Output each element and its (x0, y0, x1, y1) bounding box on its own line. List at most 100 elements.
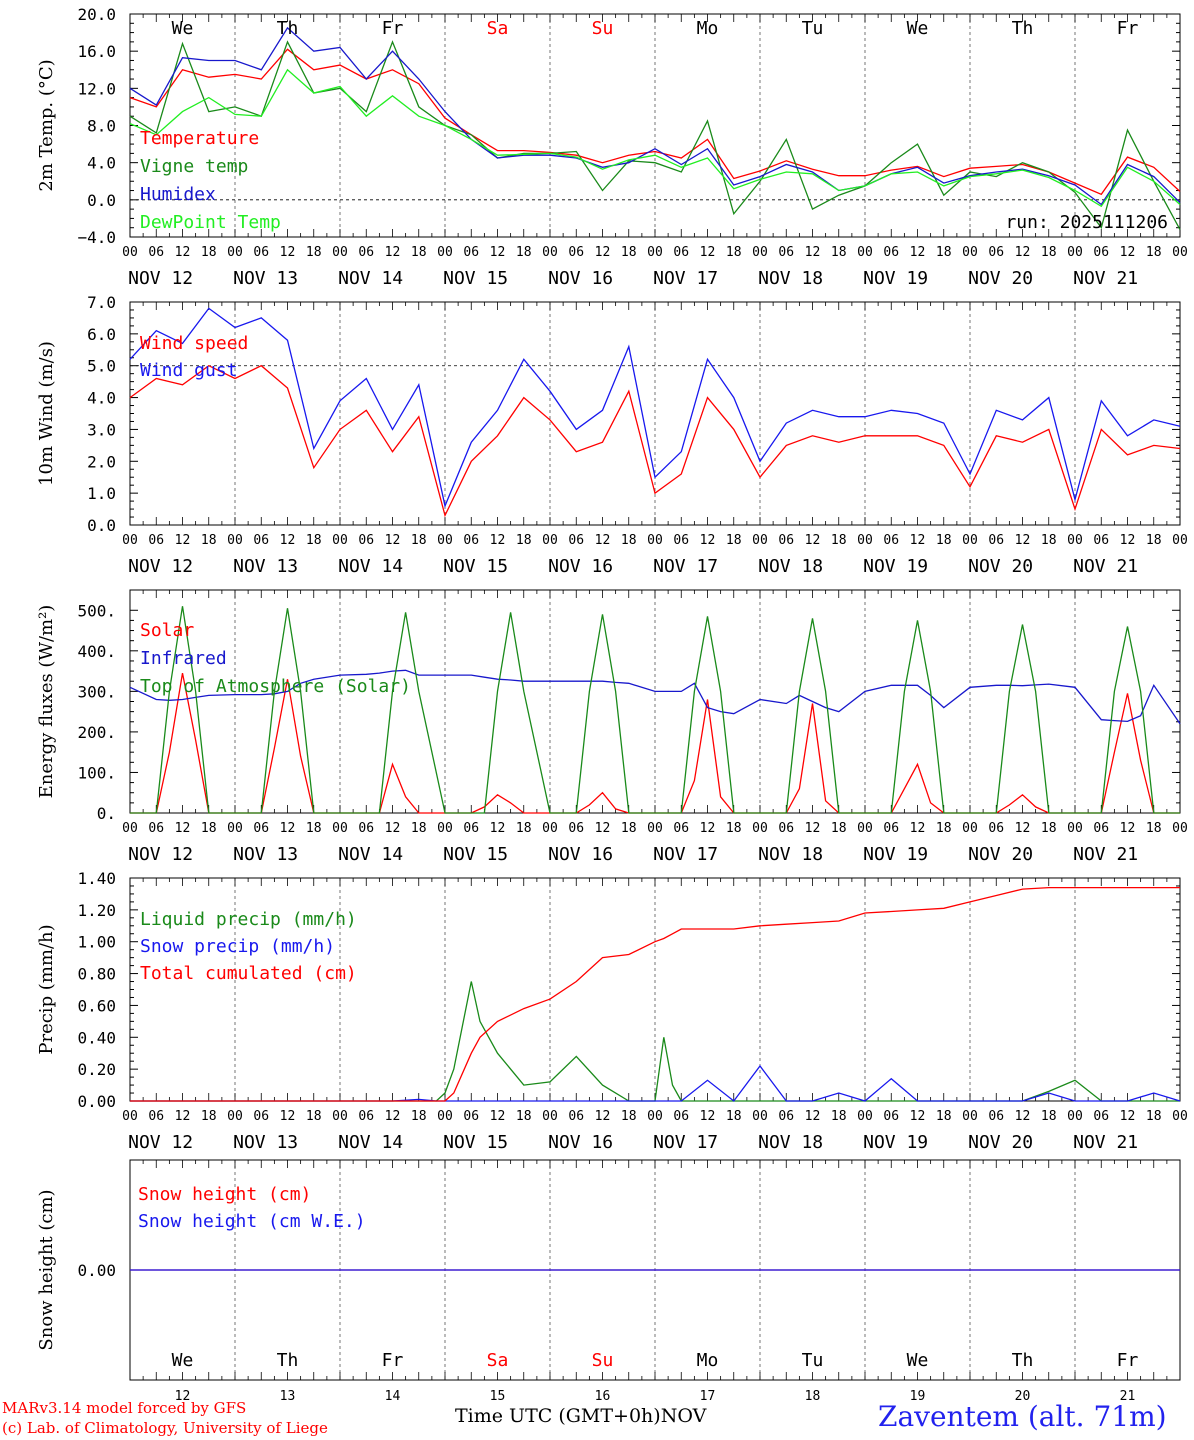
hour-tick-label: 00 (857, 821, 873, 836)
hour-tick-label: 18 (1146, 821, 1162, 836)
date-label: NOV 17 (653, 556, 718, 577)
hour-tick-label: 00 (332, 245, 348, 260)
y-axis-label: 2m Temp. (°C) (36, 59, 57, 191)
hour-tick-label: 00 (857, 1109, 873, 1124)
hour-tick-label: 18 (621, 533, 637, 548)
date-label: NOV 13 (233, 556, 298, 577)
y-tick-label: 5.0 (87, 357, 116, 376)
hour-tick-label: 06 (253, 1109, 269, 1124)
date-label: NOV 15 (443, 268, 508, 289)
hour-tick-label: 00 (227, 245, 243, 260)
hour-tick-label: 00 (227, 821, 243, 836)
hour-tick-label: 12 (175, 821, 191, 836)
hour-tick-label: 18 (306, 533, 322, 548)
hour-tick-label: 12 (910, 245, 926, 260)
hour-tick-label: 00 (542, 245, 558, 260)
y-tick-label: 3.0 (87, 420, 116, 439)
hour-tick-label: 00 (647, 245, 663, 260)
day-name-label: Th (1012, 18, 1034, 39)
hour-tick-label: 06 (883, 245, 899, 260)
hour-tick-label: 18 (621, 1109, 637, 1124)
hour-tick-label: 06 (883, 533, 899, 548)
hour-tick-label: 00 (647, 1109, 663, 1124)
hour-tick-label: 12 (385, 533, 401, 548)
hour-tick-label: 18 (201, 245, 217, 260)
y-tick-label: 6.0 (87, 325, 116, 344)
hour-tick-label: 18 (516, 821, 532, 836)
date-label: NOV 12 (128, 556, 193, 577)
hour-tick-label: 18 (831, 533, 847, 548)
y-tick-label: 300. (77, 682, 116, 701)
hour-tick-label: 12 (805, 1109, 821, 1124)
hour-tick-label: 18 (516, 533, 532, 548)
y-axis-label: Precip (mm/h) (36, 924, 57, 1054)
y-tick-label: 0.0 (87, 191, 116, 210)
hour-tick-label: 12 (805, 533, 821, 548)
hour-tick-label: 12 (175, 533, 191, 548)
hour-tick-label: 18 (726, 533, 742, 548)
date-label: NOV 15 (443, 556, 508, 577)
date-label: NOV 20 (968, 844, 1033, 865)
hour-tick-label: 18 (1146, 245, 1162, 260)
series-line-total-cumulated-cm- (130, 886, 1180, 1102)
hour-tick-label: 06 (253, 533, 269, 548)
hour-tick-label: 06 (883, 821, 899, 836)
day-name-label: We (907, 1350, 929, 1371)
series-line-top-of-atmosphere-solar- (130, 606, 1180, 814)
day-name-label: Fr (1117, 18, 1139, 39)
hour-tick-label: 12 (280, 821, 296, 836)
hour-tick-label: 12 (910, 533, 926, 548)
hour-tick-label: 00 (752, 1109, 768, 1124)
day-name-label: Su (592, 1350, 614, 1371)
y-tick-label: 1.40 (77, 869, 116, 888)
hour-tick-label: 00 (962, 821, 978, 836)
hour-tick-label: 18 (621, 245, 637, 260)
legend-entry: Liquid precip (mm/h) (140, 909, 357, 930)
hour-tick-label: 18 (621, 821, 637, 836)
panel-5: 0.00 Snow height (cm) Snow height (cm) Snow… (36, 1159, 1181, 1404)
hour-tick-label: 06 (253, 821, 269, 836)
day-name-label: Sa (487, 18, 509, 39)
day-name-label: Th (277, 1350, 299, 1371)
hour-tick-label: 06 (148, 821, 164, 836)
hour-tick-label: 00 (1172, 1109, 1188, 1124)
date-label: NOV 19 (863, 556, 928, 577)
hour-tick-label: 00 (542, 1109, 558, 1124)
y-tick-label: 400. (77, 642, 116, 661)
date-label: NOV 21 (1073, 844, 1138, 865)
day-name-label: Sa (487, 1350, 509, 1371)
hour-tick-label: 06 (778, 821, 794, 836)
x-axis-label: Time UTC (GMT+0h) (455, 1405, 661, 1427)
hour-tick-label: 00 (1172, 533, 1188, 548)
legend-entry: Temperature (140, 128, 259, 149)
hour-tick-label: 12 (490, 821, 506, 836)
day-number-label: 12 (175, 1389, 191, 1404)
hour-tick-label: 12 (700, 533, 716, 548)
hour-tick-label: 00 (332, 533, 348, 548)
hour-tick-label: 18 (1041, 533, 1057, 548)
hour-tick-label: 00 (1172, 821, 1188, 836)
hour-tick-label: 00 (332, 821, 348, 836)
y-tick-label: 0.20 (77, 1060, 116, 1079)
date-label: NOV 17 (653, 844, 718, 865)
hour-tick-label: 12 (700, 1109, 716, 1124)
hour-tick-label: 06 (988, 533, 1004, 548)
station-name: Zaventem (alt. 71m) (878, 1400, 1167, 1433)
hour-tick-label: 00 (122, 1109, 138, 1124)
hour-tick-label: 06 (148, 1109, 164, 1124)
hour-tick-label: 18 (411, 533, 427, 548)
day-number-label: 18 (805, 1389, 821, 1404)
hour-tick-label: 00 (332, 1109, 348, 1124)
date-label: NOV 15 (443, 844, 508, 865)
series-line-humidex (129, 26, 1181, 206)
series-line-dewpoint-temp (129, 68, 1181, 208)
hour-tick-label: 00 (122, 821, 138, 836)
hour-tick-label: 18 (1041, 245, 1057, 260)
y-tick-label: 0.00 (77, 1092, 116, 1111)
hour-tick-label: 00 (752, 245, 768, 260)
day-name-label: Fr (382, 18, 404, 39)
hour-tick-label: 00 (1067, 821, 1083, 836)
date-label: NOV 13 (233, 268, 298, 289)
hour-tick-label: 12 (175, 1109, 191, 1124)
y-tick-label: 12.0 (77, 79, 116, 98)
